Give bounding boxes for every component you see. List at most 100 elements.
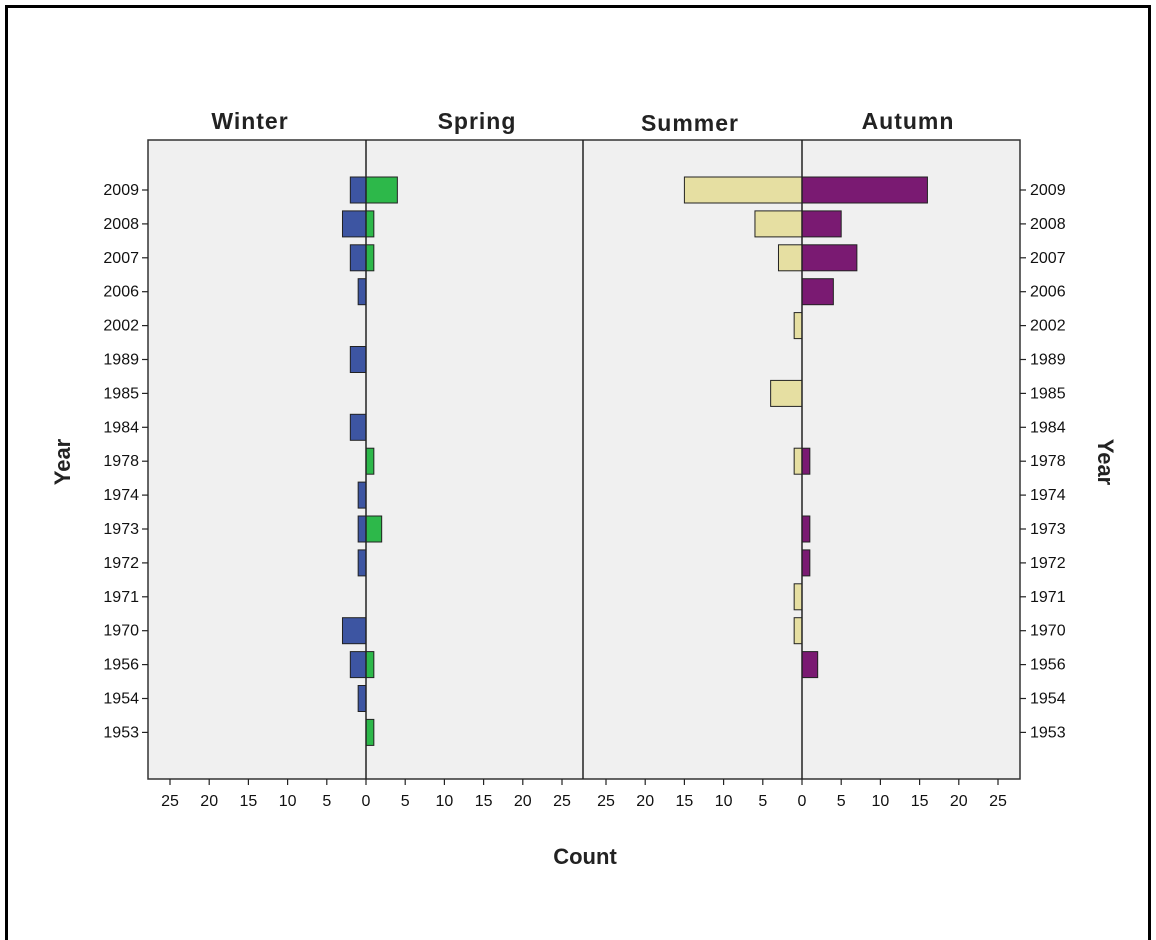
y-tick-label-left-1970: 1970 <box>103 623 139 640</box>
bar-spring-1978 <box>365 447 375 475</box>
bar-winter-1956 <box>349 651 367 679</box>
panel-title-summer: Summer <box>641 110 739 136</box>
y-tick-label-right-1954: 1954 <box>1030 691 1066 708</box>
bar-spring-2008 <box>365 210 375 238</box>
bar-summer-2002 <box>793 312 803 340</box>
y-tick-label-left-2008: 2008 <box>103 216 139 233</box>
x-tick-label-panel-2-2: 15 <box>676 793 694 810</box>
y-tick-label-left-2006: 2006 <box>103 284 139 301</box>
bar-summer-1971 <box>793 583 803 611</box>
y-tick-label-left-1973: 1973 <box>103 521 139 538</box>
bar-winter-1973 <box>357 515 367 543</box>
x-axis-title: Count <box>553 844 617 869</box>
x-tick-label-panel-1-0: 25 <box>161 793 179 810</box>
y-tick-label-right-2002: 2002 <box>1030 318 1066 335</box>
bar-winter-2009 <box>349 176 367 204</box>
bar-spring-1973 <box>365 515 383 543</box>
bar-summer-1985 <box>770 379 803 407</box>
bar-winter-1972 <box>357 549 367 577</box>
y-tick-label-right-1989: 1989 <box>1030 352 1066 369</box>
y-tick-label-right-1971: 1971 <box>1030 589 1066 606</box>
y-tick-label-right-1985: 1985 <box>1030 385 1066 402</box>
x-tick-label-panel-2-5: 0 <box>798 793 807 810</box>
y-tick-label-right-1978: 1978 <box>1030 453 1066 470</box>
bar-summer-2007 <box>777 244 803 272</box>
x-tick-label-panel-1-8: 15 <box>475 793 493 810</box>
bar-summer-1970 <box>793 617 803 645</box>
y-tick-label-left-1985: 1985 <box>103 385 139 402</box>
labels-group: Winter Spring Summer Autumn Count Year Y… <box>50 108 1118 869</box>
bar-summer-2009 <box>683 176 803 204</box>
bar-autumn-1972 <box>801 549 811 577</box>
bar-spring-2007 <box>365 244 375 272</box>
y-tick-label-left-1984: 1984 <box>103 419 139 436</box>
y-tick-label-left-1954: 1954 <box>103 691 139 708</box>
x-tick-label-panel-2-10: 25 <box>989 793 1007 810</box>
y-tick-label-left-2007: 2007 <box>103 250 139 267</box>
bar-spring-2009 <box>365 176 398 204</box>
bar-autumn-2008 <box>801 210 842 238</box>
bar-winter-2008 <box>341 210 367 238</box>
plot-area <box>147 139 1021 780</box>
y-tick-label-left-2002: 2002 <box>103 318 139 335</box>
y-tick-label-right-1974: 1974 <box>1030 487 1066 504</box>
image-frame <box>5 5 1151 940</box>
y-tick-label-right-2006: 2006 <box>1030 284 1066 301</box>
y-tick-label-left-1989: 1989 <box>103 352 139 369</box>
plot-background <box>147 139 1021 780</box>
y-tick-label-right-1956: 1956 <box>1030 657 1066 674</box>
x-tick-label-panel-1-5: 0 <box>362 793 371 810</box>
x-tick-label-panel-2-0: 25 <box>597 793 615 810</box>
bar-autumn-2009 <box>801 176 928 204</box>
panel-title-spring: Spring <box>438 108 517 134</box>
y-tick-label-left-1971: 1971 <box>103 589 139 606</box>
y-tick-label-right-1970: 1970 <box>1030 623 1066 640</box>
bar-autumn-1978 <box>801 447 811 475</box>
bar-winter-1974 <box>357 481 367 509</box>
y-tick-label-left-1978: 1978 <box>103 453 139 470</box>
bar-autumn-2007 <box>801 244 858 272</box>
x-tick-label-panel-1-3: 10 <box>279 793 297 810</box>
x-tick-label-panel-1-9: 20 <box>514 793 532 810</box>
y-tick-label-right-1953: 1953 <box>1030 724 1066 741</box>
bar-winter-1984 <box>349 413 367 441</box>
panel-title-autumn: Autumn <box>862 108 955 134</box>
x-tick-label-panel-2-9: 20 <box>950 793 968 810</box>
y-tick-label-right-2007: 2007 <box>1030 250 1066 267</box>
x-tick-label-panel-1-6: 5 <box>401 793 410 810</box>
bar-winter-1954 <box>357 685 367 712</box>
x-tick-label-panel-1-2: 15 <box>240 793 258 810</box>
y-tick-label-left-1974: 1974 <box>103 487 139 504</box>
bar-autumn-2006 <box>801 278 834 306</box>
x-tick-label-panel-1-4: 5 <box>322 793 331 810</box>
bar-summer-2008 <box>754 210 803 238</box>
bar-winter-2007 <box>349 244 367 272</box>
x-tick-label-panel-2-1: 20 <box>636 793 654 810</box>
bar-autumn-1973 <box>801 515 811 543</box>
x-tick-label-panel-2-4: 5 <box>758 793 767 810</box>
y-axis-title-left: Year <box>50 438 75 485</box>
x-tick-label-panel-1-10: 25 <box>553 793 571 810</box>
panel-title-winter: Winter <box>211 108 288 134</box>
bar-summer-1978 <box>793 447 803 475</box>
x-tick-label-panel-1-7: 10 <box>436 793 454 810</box>
x-tick-label-panel-2-8: 15 <box>911 793 929 810</box>
x-tick-label-panel-2-3: 10 <box>715 793 733 810</box>
x-tick-label-panel-2-6: 5 <box>837 793 846 810</box>
bar-winter-1989 <box>349 346 367 373</box>
y-tick-label-right-1973: 1973 <box>1030 521 1066 538</box>
x-tick-label-panel-2-7: 10 <box>872 793 890 810</box>
bar-winter-1970 <box>341 617 367 645</box>
y-tick-label-right-2008: 2008 <box>1030 216 1066 233</box>
y-tick-label-right-1972: 1972 <box>1030 555 1066 572</box>
y-tick-label-left-2009: 2009 <box>103 182 139 199</box>
y-tick-label-left-1956: 1956 <box>103 657 139 674</box>
bar-winter-2006 <box>357 278 367 306</box>
bar-spring-1953 <box>365 718 375 746</box>
bars-group <box>341 176 928 746</box>
y-tick-label-right-1984: 1984 <box>1030 419 1066 436</box>
y-tick-label-left-1972: 1972 <box>103 555 139 572</box>
y-tick-label-left-1953: 1953 <box>103 724 139 741</box>
y-axis-title-right: Year <box>1093 439 1118 486</box>
